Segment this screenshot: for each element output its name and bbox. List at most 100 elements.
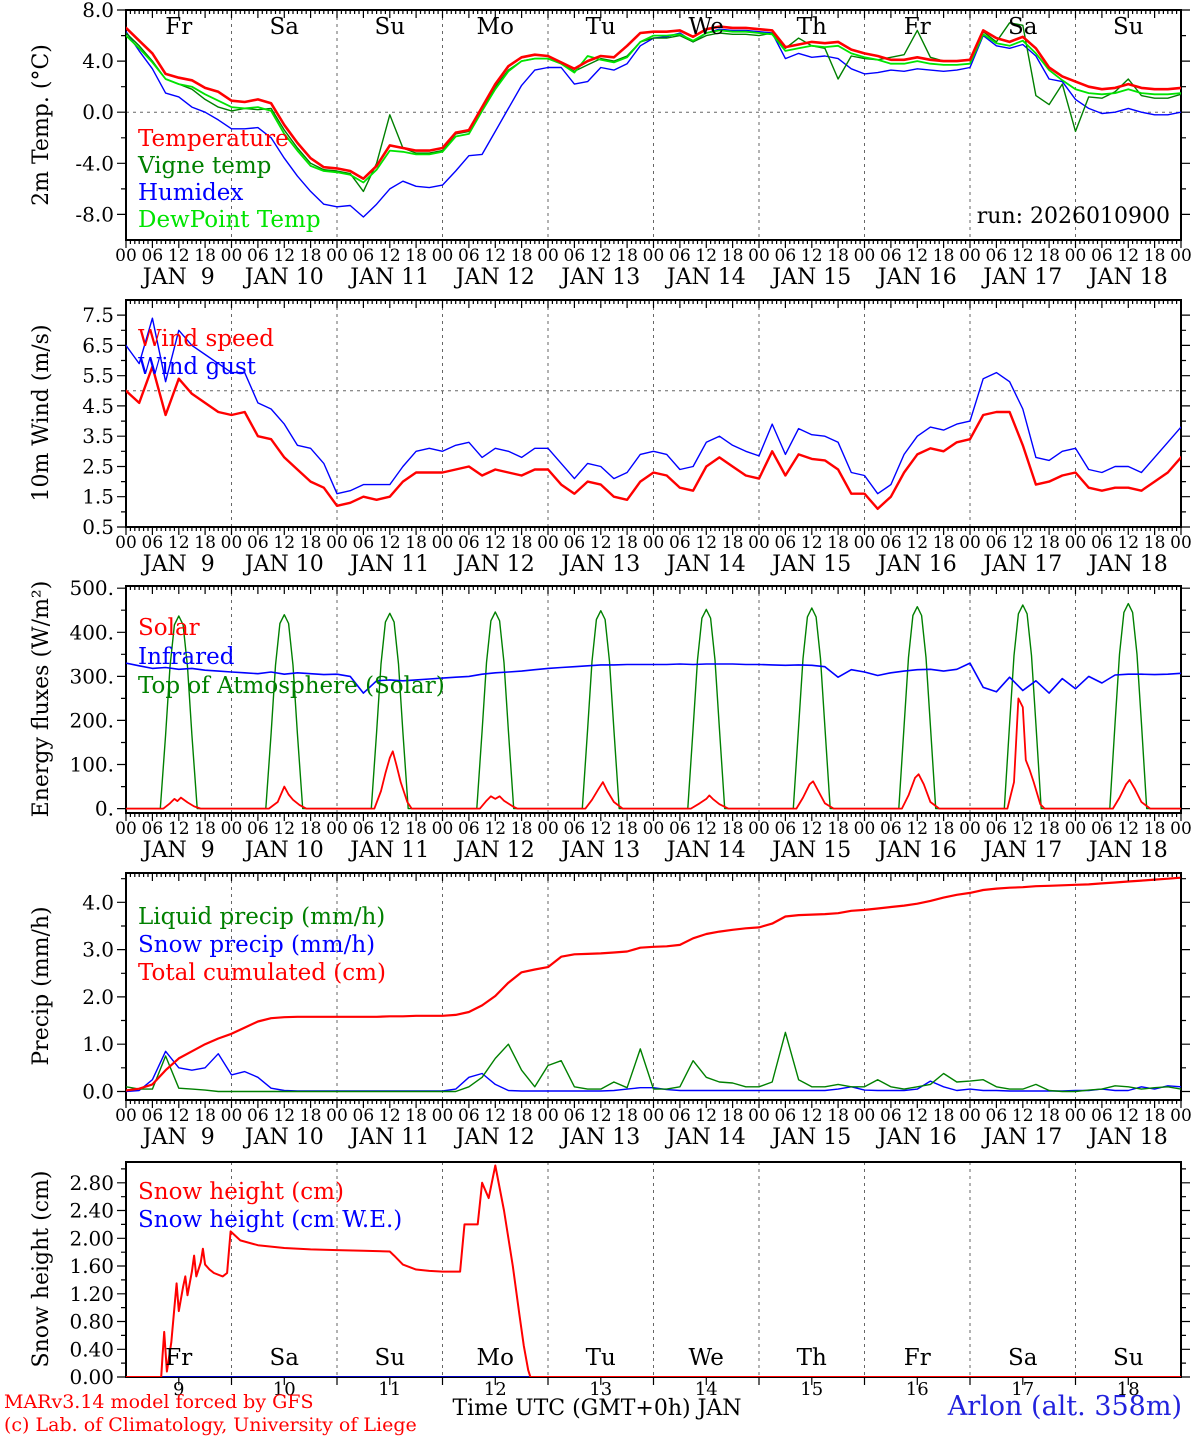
x-tick-label: 00	[959, 533, 981, 553]
x-day-label: JAN 14	[665, 265, 746, 290]
x-tick-label: 06	[247, 246, 269, 266]
legend-energy-panel: Solar Infrared Top of Atmosphere (Solar)	[138, 614, 445, 701]
x-day-label: JAN 16	[876, 1125, 957, 1150]
weekday-label: Fr	[165, 14, 192, 40]
x-tick-label: 06	[986, 1106, 1008, 1126]
x-day-label: JAN 10	[243, 552, 324, 577]
y-tick-label: 1.0	[82, 1032, 114, 1056]
x-day-label: JAN 15	[770, 838, 851, 863]
x-tick-label: 12	[590, 1106, 612, 1126]
series-group	[126, 317, 1181, 510]
x-tick-label: 00	[854, 246, 876, 266]
x-tick-label: 06	[564, 819, 586, 839]
x-tick-label: 12	[273, 1106, 295, 1126]
x-tick-label: 00	[115, 1106, 137, 1126]
x-day-label: JAN 15	[770, 552, 851, 577]
x-tick-label: 06	[669, 533, 691, 553]
series-total-cumulated	[126, 876, 1181, 1092]
x-tick-label: 06	[880, 533, 902, 553]
x-tick-label: 06	[458, 533, 480, 553]
x-day-label: JAN 11	[348, 552, 429, 577]
y-tick-label: 1.5	[82, 485, 114, 509]
x-tick-label: 12	[484, 1106, 506, 1126]
x-tick-label: 18	[511, 533, 533, 553]
station-label: Arlon (alt. 358m)	[947, 1391, 1182, 1422]
weekday-label: Sa	[1008, 14, 1038, 40]
x-tick-label: 18	[722, 246, 744, 266]
x-tick-label: 00	[326, 1106, 348, 1126]
y-axis-title-precip: Precip (mm/h)	[29, 906, 54, 1066]
x-tick-label: 18	[1144, 533, 1166, 553]
x-tick-label: 06	[880, 819, 902, 839]
y-tick-label: 2.0	[82, 985, 114, 1009]
weekday-label: Su	[374, 14, 405, 40]
x-tick-label: 18	[194, 1106, 216, 1126]
legend-item: Vigne temp	[138, 153, 272, 179]
series-group	[126, 876, 1181, 1093]
x-tick-label: 18	[511, 819, 533, 839]
x-day-label: JAN 9	[141, 552, 215, 577]
series-dewpoint-temp	[126, 29, 1181, 184]
x-tick-label: 06	[1091, 819, 1113, 839]
x-tick-label: 06	[458, 246, 480, 266]
series-temperature	[126, 25, 1181, 180]
x-tick-label: 06	[986, 819, 1008, 839]
x-tick-label: 06	[775, 246, 797, 266]
weekday-label: Su	[1113, 14, 1144, 40]
y-ticks	[117, 1168, 1190, 1378]
y-tick-label: 2.80	[69, 1171, 114, 1195]
x-tick-label: 12	[484, 819, 506, 839]
x-tick-label: 12	[906, 246, 928, 266]
x-day-label: JAN 10	[243, 1125, 324, 1150]
y-tick-label: 4.0	[82, 890, 114, 914]
x-tick-label: 18	[194, 533, 216, 553]
x-tick-label: 00	[115, 246, 137, 266]
x-tick-label: 18	[827, 246, 849, 266]
y-tick-label: -8.0	[75, 202, 114, 226]
run-label: run: 2026010900	[976, 204, 1170, 229]
x-tick-label: 12	[379, 1106, 401, 1126]
x-tick-label: 12	[1012, 1106, 1034, 1126]
series-liquid-precip	[126, 1031, 1181, 1093]
x-tick-label: 12	[695, 819, 717, 839]
x-tick-label: 18	[511, 1106, 533, 1126]
x-tick-label: 00	[221, 819, 243, 839]
legend-item: Top of Atmosphere (Solar)	[138, 673, 445, 699]
x-day-label: JAN 12	[454, 552, 535, 577]
x-daynum-label: 11	[378, 1379, 401, 1400]
x-tick-label: 06	[353, 533, 375, 553]
x-daynum-label: 9	[173, 1379, 184, 1400]
x-tick-label: 18	[300, 533, 322, 553]
weekday-label: Mo	[477, 14, 514, 40]
panel-4: 2.80 2.40 2.00 1.60 1.20 0.80 0.40 0.00 9 10 11 12 1…	[69, 1161, 1190, 1400]
x-day-label: JAN 14	[665, 1125, 746, 1150]
x-tick-label: 06	[353, 1106, 375, 1126]
x-tick-label: 00	[537, 246, 559, 266]
x-tick-label: 06	[564, 1106, 586, 1126]
x-tick-label: 18	[405, 1106, 427, 1126]
x-tick-label: 12	[695, 1106, 717, 1126]
x-tick-label: 00	[643, 1106, 665, 1126]
y-tick-label: 2.00	[69, 1226, 114, 1250]
y-tick-label: -4.0	[75, 151, 114, 175]
x-tick-label: 12	[273, 246, 295, 266]
x-tick-label: 00	[854, 1106, 876, 1126]
x-day-label: JAN 16	[876, 265, 957, 290]
x-tick-label: 12	[695, 246, 717, 266]
x-tick-label: 18	[616, 1106, 638, 1126]
legend-item: Solar	[138, 615, 200, 641]
x-tick-label: 12	[273, 533, 295, 553]
x-tick-label: 12	[801, 819, 823, 839]
legend-item: Infrared	[138, 644, 235, 670]
weekday-label: Tu	[586, 1345, 616, 1371]
x-day-label: JAN 13	[559, 265, 640, 290]
series-solar	[126, 697, 1181, 810]
weekday-label: Tu	[586, 14, 616, 40]
x-day-label: JAN 13	[559, 838, 640, 863]
panel-3: 4.03.02.01.00.000 06 12 18 00 06 12 18 00 06 12 18 0…	[82, 872, 1192, 1150]
y-tick-label: 400.	[69, 620, 114, 644]
x-tick-label: 06	[1091, 246, 1113, 266]
y-axis-title-wind: 10m Wind (m/s)	[29, 324, 54, 502]
x-tick-label: 00	[748, 819, 770, 839]
x-tick-label: 06	[247, 819, 269, 839]
